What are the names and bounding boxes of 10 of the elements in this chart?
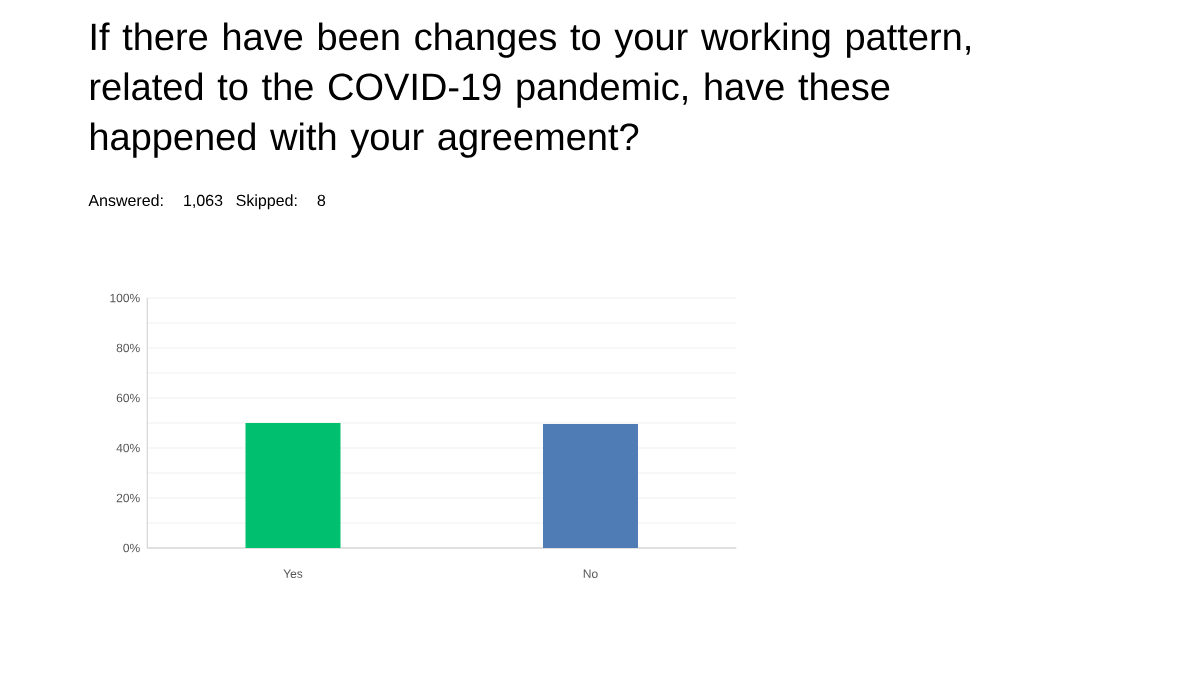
- y-tick-label: 80%: [116, 343, 140, 353]
- chart-subtitle: Answered: 1,063 Skipped: 8: [88, 194, 326, 210]
- y-tick-label: 40%: [116, 443, 140, 453]
- y-tick-label: 20%: [116, 493, 140, 503]
- y-tick-label: 0%: [123, 543, 140, 553]
- x-tick-label: No: [583, 569, 598, 578]
- x-tick-label: Yes: [283, 569, 303, 578]
- y-tick-label: 60%: [116, 393, 140, 403]
- y-tick-label: 100%: [110, 293, 140, 303]
- chart-title: If there have been changes to your working pattern, related to the COVID-19 pandemic, have these happened with your agreement?: [90, 22, 970, 158]
